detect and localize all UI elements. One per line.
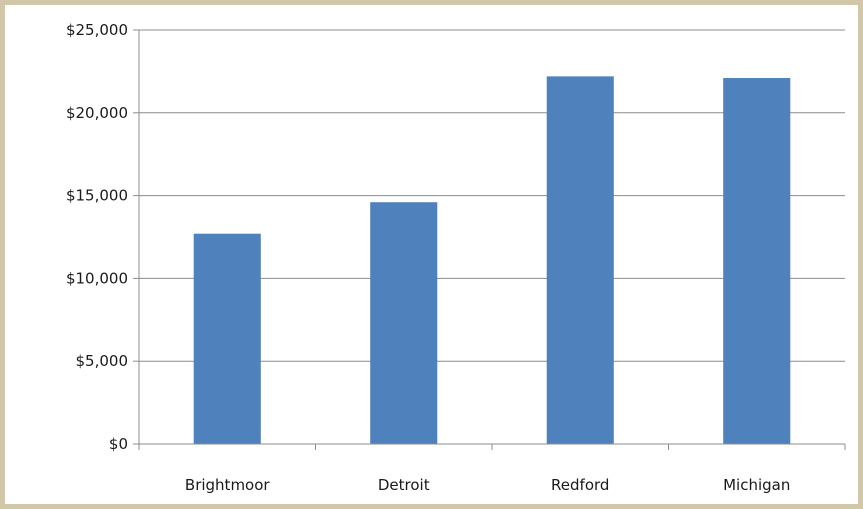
y-tick-label: $25,000	[66, 21, 128, 39]
x-category-label: Michigan	[723, 476, 790, 494]
axes	[133, 29, 846, 450]
y-tick-label: $5,000	[76, 352, 129, 370]
y-tick-label: $10,000	[66, 269, 128, 287]
y-tick-label: $15,000	[66, 187, 128, 205]
bar-brightmoor	[193, 233, 261, 444]
bar-redford	[546, 76, 614, 445]
bar-michigan	[723, 78, 791, 445]
x-category-labels: Brightmoor Detroit Redford Michigan	[185, 476, 790, 494]
x-category-label: Brightmoor	[185, 476, 271, 494]
bars	[193, 76, 791, 445]
y-tick-label: $0	[109, 435, 128, 453]
x-category-label: Redford	[551, 476, 609, 494]
bar-detroit	[370, 202, 438, 444]
y-tick-labels: $0 $5,000 $10,000 $15,000 $20,000 $25,000	[66, 21, 128, 453]
y-tick-label: $20,000	[66, 104, 128, 122]
x-category-label: Detroit	[378, 476, 430, 494]
